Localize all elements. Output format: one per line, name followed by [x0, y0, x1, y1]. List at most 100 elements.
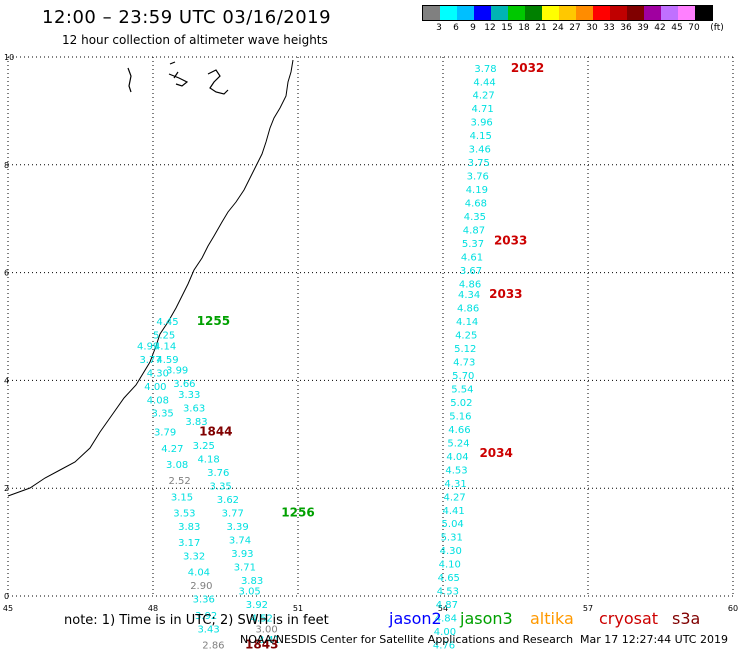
y-tick-label: 10 — [4, 53, 14, 62]
x-tick-label: 54 — [438, 604, 448, 613]
pass-time-label: 1843 — [245, 638, 278, 650]
wave-height-value: 5.12 — [454, 344, 476, 355]
wave-height-value: 3.35 — [152, 409, 174, 420]
legend-swatch — [525, 6, 542, 20]
legend-swatch — [610, 6, 627, 20]
legend-label: 30 — [586, 23, 598, 33]
wave-height-value: 4.86 — [459, 279, 481, 290]
wave-height-value: 3.83 — [185, 417, 207, 428]
wave-height-value: 4.27 — [161, 444, 183, 455]
wave-height-value: 5.31 — [441, 533, 463, 544]
legend-swatch — [457, 6, 474, 20]
legend-label: 12 — [484, 23, 496, 33]
wave-height-value: 4.08 — [147, 395, 169, 406]
legend-jason3: jason3 — [460, 609, 513, 628]
wave-height-value: 4.35 — [464, 212, 486, 223]
legend-label: 33 — [603, 23, 615, 33]
wave-height-value: 4.87 — [436, 600, 458, 611]
wave-height-value: 4.19 — [466, 185, 488, 196]
map-title: 12:00 – 23:59 UTC 03/16/2019 — [42, 7, 332, 28]
coastline — [7, 59, 294, 497]
pass-time-label: 1256 — [281, 505, 314, 519]
legend-altika: altika — [530, 609, 574, 628]
legend-jason2: jason2 — [389, 609, 442, 628]
wave-height-value: 4.00 — [434, 627, 456, 638]
wave-height-value: 4.14 — [154, 341, 176, 352]
wave-height-value: 3.17 — [178, 538, 200, 549]
wave-height-value: 5.16 — [449, 411, 471, 422]
legend-swatch — [508, 6, 525, 20]
wave-height-value: 3.63 — [183, 403, 205, 414]
legend-label: 27 — [569, 23, 581, 33]
wave-height-value: 5.24 — [447, 438, 469, 449]
legend-labels: 3 6 9 12 15 18 21 24 27 30 33 36 39 42 45 70 (ft) — [422, 21, 724, 35]
wave-height-value: 3.35 — [210, 482, 232, 493]
wave-height-value: 4.30 — [147, 368, 169, 379]
legend-color-bar — [422, 5, 713, 21]
wave-height-value: 4.87 — [463, 225, 485, 236]
wave-height-value: 4.86 — [457, 304, 479, 315]
wave-height-value: 4.52 — [251, 614, 273, 625]
x-tick-label: 45 — [3, 604, 13, 613]
pass-time-label: 2034 — [479, 446, 512, 460]
wave-height-value: 3.39 — [226, 522, 248, 533]
wave-height-value: 4.76 — [433, 641, 455, 650]
wave-height-value: 4.99 — [137, 341, 159, 352]
axis-labels: 45 48 51 54 57 60 0 2 4 6 8 10 — [3, 53, 738, 613]
legend-label: 9 — [470, 23, 476, 33]
wave-height-value: 3.77 — [222, 508, 244, 519]
footer-note: note: 1) Time is in UTC; 2) SWH is in fe… — [64, 613, 329, 628]
wave-height-value: 5.54 — [451, 384, 473, 395]
legend-swatch — [678, 6, 695, 20]
wave-height-value: 3.25 — [193, 441, 215, 452]
wave-height-value: 3.62 — [217, 495, 239, 506]
wave-height-value: 3.92 — [195, 611, 217, 622]
legend-s3a: s3a — [672, 609, 701, 628]
pass-time-label: 2033 — [489, 287, 522, 301]
legend-swatch — [542, 6, 559, 20]
wave-height-value: 2.86 — [202, 641, 224, 650]
wave-height-value: 5.37 — [462, 239, 484, 250]
wave-height-value: 4.25 — [455, 331, 477, 342]
legend-label: 21 — [535, 23, 547, 33]
wave-height-value: 4.41 — [443, 506, 465, 517]
wave-height-value: 3.83 — [178, 522, 200, 533]
wave-height-value: 4.04 — [446, 452, 468, 463]
island-1 — [127, 67, 132, 93]
wave-height-value: 3.78 — [474, 64, 496, 75]
legend-swatch — [644, 6, 661, 20]
wave-height-value: 3.66 — [173, 379, 195, 390]
wave-height-value: 3.43 — [197, 624, 219, 635]
wave-height-value: 3.76 — [207, 468, 229, 479]
legend-label: 18 — [518, 23, 530, 33]
wave-height-value: 4.61 — [461, 252, 483, 263]
wave-height-value: 3.83 — [241, 576, 263, 587]
legend-swatch — [440, 6, 457, 20]
coastline-path — [7, 59, 294, 497]
legend-swatch — [661, 6, 678, 20]
y-tick-label: 6 — [4, 269, 9, 278]
legend-label: 42 — [654, 23, 666, 33]
wave-height-value: 3.93 — [231, 549, 253, 560]
wave-height-value: 4.53 — [445, 465, 467, 476]
y-tick-label: 8 — [4, 161, 9, 170]
wave-height-value: 3.71 — [234, 562, 256, 573]
wave-height-value: 4.53 — [437, 587, 459, 598]
pass-time-label: 2033 — [494, 233, 527, 247]
wave-height-value: 3.99 — [166, 366, 188, 377]
wave-height-value: 4.14 — [456, 317, 478, 328]
wave-height-value: 3.36 — [193, 595, 215, 606]
wave-height-value: 3.75 — [468, 158, 490, 169]
wave-height-value: 4.30 — [440, 546, 462, 557]
map-grid — [7, 56, 734, 597]
y-tick-label: 0 — [4, 592, 9, 601]
wave-height-value: 4.04 — [188, 568, 210, 579]
wave-height-value: 5.02 — [450, 398, 472, 409]
wave-height-value: 3.08 — [166, 460, 188, 471]
wave-height-value: 4.44 — [473, 77, 495, 88]
y-tick-label: 4 — [4, 376, 9, 385]
wave-height-value: 3.15 — [171, 492, 193, 503]
wave-height-value: 4.59 — [156, 355, 178, 366]
legend-label: 45 — [671, 23, 683, 33]
legend-swatch — [576, 6, 593, 20]
